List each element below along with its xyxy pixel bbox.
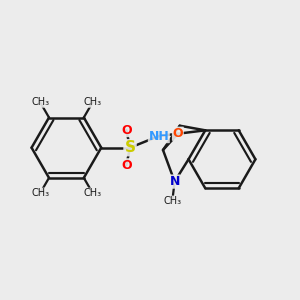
Text: CH₃: CH₃ xyxy=(163,196,182,206)
Text: N: N xyxy=(169,175,180,188)
Text: O: O xyxy=(121,124,132,136)
Text: O: O xyxy=(121,159,132,172)
Text: CH₃: CH₃ xyxy=(84,97,102,107)
Text: CH₃: CH₃ xyxy=(31,188,49,198)
Text: O: O xyxy=(172,127,183,140)
Text: CH₃: CH₃ xyxy=(31,97,49,107)
Text: NH: NH xyxy=(148,130,169,142)
Text: CH₃: CH₃ xyxy=(84,188,102,198)
Text: S: S xyxy=(124,140,136,155)
